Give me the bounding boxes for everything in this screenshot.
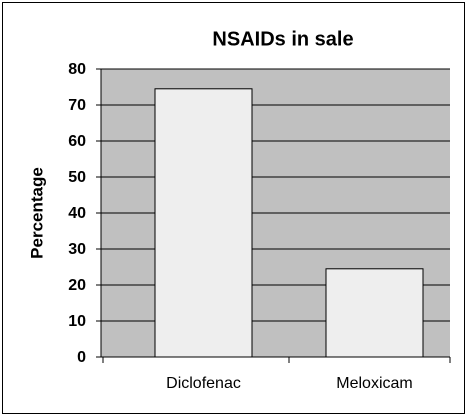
x-tick-label: Diclofenac bbox=[166, 375, 241, 392]
y-tick-label: 70 bbox=[68, 97, 86, 114]
y-tick-label: 80 bbox=[68, 61, 86, 78]
x-tick-label: Meloxicam bbox=[336, 375, 412, 392]
bar bbox=[154, 88, 253, 358]
y-tick-label: 60 bbox=[68, 133, 86, 150]
chart-title: NSAIDs in sale bbox=[212, 28, 353, 50]
y-tick-label: 50 bbox=[68, 169, 86, 186]
y-tick-label: 0 bbox=[77, 349, 86, 366]
y-tick-label: 20 bbox=[68, 277, 86, 294]
y-tick-label: 30 bbox=[68, 241, 86, 258]
bar bbox=[325, 268, 424, 358]
y-axis-label: Percentage bbox=[27, 167, 46, 259]
y-tick-label: 40 bbox=[68, 205, 86, 222]
y-tick-label: 10 bbox=[68, 313, 86, 330]
